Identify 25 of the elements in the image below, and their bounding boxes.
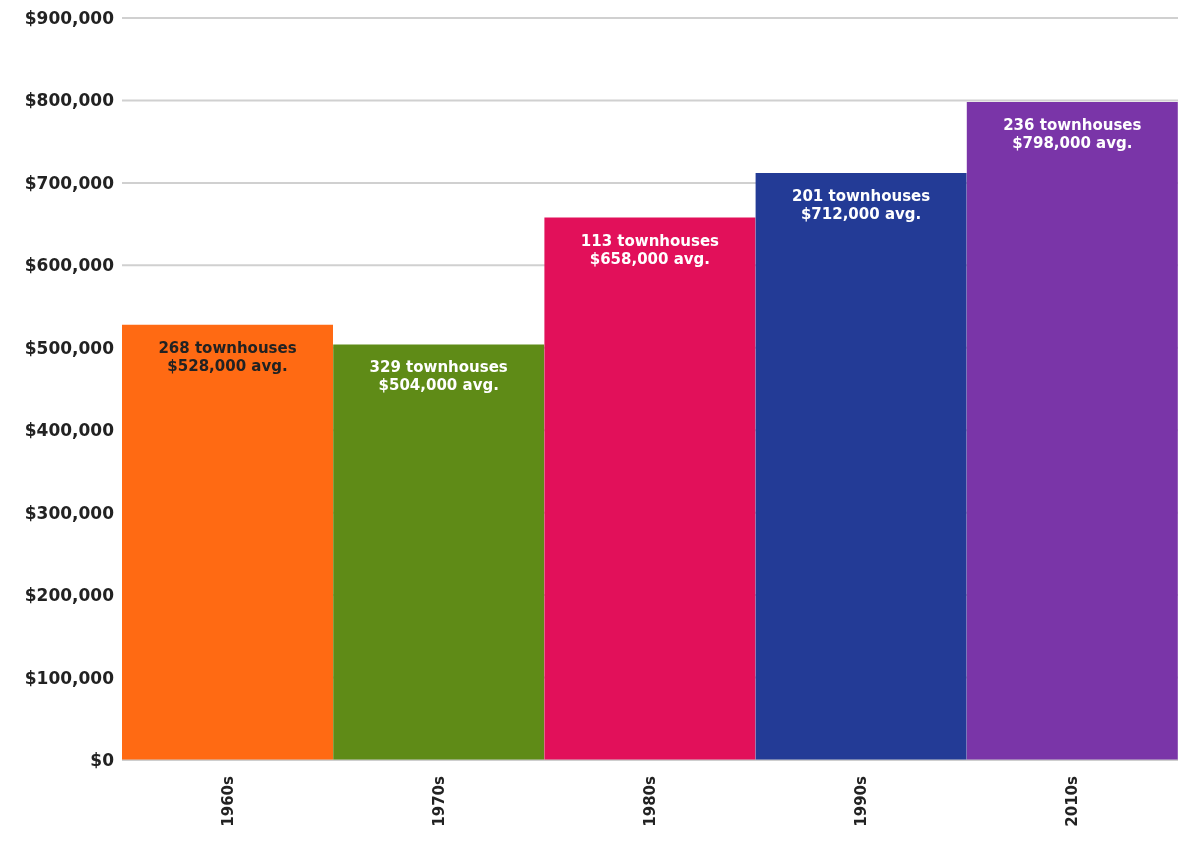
data-label: 329 townhouses $504,000 avg. (369, 358, 508, 395)
x-tick-label: 1990s (852, 775, 871, 827)
data-label: 268 townhouses $528,000 avg. (158, 338, 297, 375)
y-tick-label: $800,000 (24, 90, 115, 111)
x-tick-label: 2010s (1063, 775, 1082, 827)
bar (333, 344, 545, 760)
y-tick-label: $100,000 (24, 667, 115, 688)
data-label: 236 townhouses $798,000 avg. (1003, 116, 1142, 153)
y-tick-label: $200,000 (24, 585, 115, 606)
y-tick-label: $300,000 (24, 502, 115, 523)
y-tick-label: $700,000 (24, 172, 115, 193)
bar (755, 173, 967, 760)
y-tick-label: $600,000 (24, 255, 115, 276)
y-tick-label: $0 (90, 750, 115, 771)
y-tick-label: $400,000 (24, 420, 115, 441)
bar (966, 102, 1178, 760)
x-tick-label: 1960s (218, 775, 237, 827)
y-tick-label: $500,000 (24, 337, 115, 358)
x-tick-label: 1970s (429, 775, 448, 827)
y-tick-label: $900,000 (24, 8, 115, 29)
data-label: 201 townhouses $712,000 avg. (791, 187, 931, 223)
data-label: 113 townhouses $658,000 avg. (580, 231, 720, 268)
bar (544, 217, 756, 760)
x-tick-label: 1980s (641, 775, 659, 827)
bar (122, 324, 333, 760)
